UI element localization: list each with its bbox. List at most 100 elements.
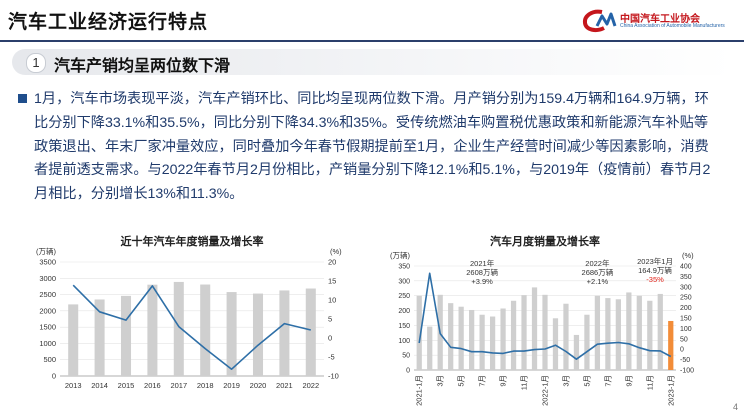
section-title: 汽车产销均呈两位数下滑 [54,58,231,75]
right-axis-tick: 400 [680,264,692,271]
left-axis-tick: 1500 [39,323,56,332]
sales-bar [552,318,559,370]
left-axis-tick: 200 [398,308,410,315]
sales-bar [657,293,663,370]
x-axis-tick: 7月 [478,375,487,387]
annual-sales-chart-svg: 近十年汽车年度销量及增长率 (万辆) (%) 0 500 1000 1500 2000 2500… [36,234,342,390]
growth-rate-line [418,272,672,360]
sales-bar [594,295,601,370]
sales-bar [469,309,475,370]
sales-bar [510,300,517,370]
x-axis-tick: 2023-1月 [666,375,675,406]
left-axis-tick: 3000 [39,274,56,283]
right-axis-tick: 5 [328,315,332,324]
sales-bar [584,314,590,370]
right-axis-tick: 300 [680,284,692,291]
bullet-square [18,94,27,103]
x-axis-tick: 5月 [457,375,466,387]
sales-bar [279,290,290,376]
sales-bar [173,281,184,376]
x-axis-tick: 2020 [250,381,267,390]
header-divider [0,40,744,42]
x-axis-tick: 3月 [561,375,570,387]
right-axis-tick: -50 [680,357,690,364]
right-axis-tick: -10 [328,372,339,381]
left-axis-tick: 350 [398,264,410,271]
x-axis-tick: 2022 [302,381,319,390]
right-axis-tick: 10 [328,296,336,305]
annual-sales-chart: 近十年汽车年度销量及增长率 (万辆) (%) 0 500 1000 1500 2000 2500… [18,230,362,406]
sales-bar [636,295,642,370]
logo-subtitle: China Association of Automobile Manufact… [620,23,725,29]
left-axis-tick: 150 [398,323,410,330]
sales-bar [252,293,264,376]
monthly-sales-chart-svg: 汽车月度销量及增长率 (万辆) (%) 0 50 100 150 200 250 300 350 -1… [390,234,694,406]
sales-bar [647,300,653,370]
chart-title: 汽车月度销量及增长率 [490,234,600,248]
sales-bar [94,299,105,376]
x-axis-tick: 2021 [276,381,293,390]
x-axis-tick: 2018 [197,381,214,390]
left-axis-tick: 1000 [39,339,56,348]
sales-bar [605,298,611,370]
sales-bar [147,284,158,376]
section-number: 1 [26,53,46,73]
logo-name: 中国汽车工业协会 [620,14,700,25]
sales-bar [200,284,211,376]
highlight-bar [668,320,674,370]
section-heading: 1 汽车产销均呈两位数下滑 [12,49,734,75]
annotation-text: -35% [646,275,664,284]
x-axis-tick: 5月 [582,375,591,387]
sales-bar [226,292,237,376]
annotation-text: 2608万辆 [466,267,498,277]
body-text: 1月，汽车市场表现平淡，汽车产销环比、同比均呈现两位数下滑。月产销分别为159.… [34,91,711,203]
left-axis-tick: 0 [406,368,410,375]
header-bar: 汽车工业经济运行特点 中国汽车工业协会 China Association of… [0,0,744,42]
left-axis-unit: (万辆) [36,246,56,256]
page-number: 4 [732,402,738,412]
sales-bar [542,294,548,370]
annotation-text: 2686万辆 [582,267,614,277]
sales-bar [416,295,422,370]
sales-bar [458,306,464,370]
left-axis-tick: 3500 [39,258,56,267]
left-axis-tick: 0 [52,372,56,381]
annotation-text: +2.1% [587,277,609,286]
sales-bar [305,288,316,376]
x-axis-tick: 7月 [603,375,612,387]
x-axis-tick: 2016 [144,381,161,390]
x-axis-tick: 2017 [170,381,187,390]
right-axis-tick: 50 [680,336,688,343]
caam-logo-icon [582,9,617,33]
sales-bar [531,287,538,370]
x-axis-tick: 9月 [499,375,508,387]
right-axis-unit: (%) [330,247,342,256]
right-axis-tick: 150 [680,316,692,323]
sales-bar [615,299,621,370]
right-axis-tick: 20 [328,258,336,267]
monthly-sales-chart: 汽车月度销量及增长率 (万辆) (%) 0 50 100 150 200 250 300 350 -1… [378,230,722,416]
right-axis-tick: 15 [328,277,336,286]
sales-bar [68,304,79,376]
right-axis-tick: 0 [680,347,684,354]
right-axis-tick: -100 [680,368,694,375]
right-axis-unit: (%) [682,251,694,260]
body-paragraph: 1月，汽车市场表现平淡，汽车产销环比、同比均呈现两位数下滑。月产销分别为159.… [18,88,720,207]
sales-bar [427,326,433,370]
sales-bar [500,308,506,370]
right-axis-tick: 100 [680,326,692,333]
sales-bar [626,292,632,370]
sales-bar [120,295,132,376]
sales-bar [521,295,527,370]
right-axis-tick: -5 [328,353,335,362]
left-axis-tick: 250 [398,293,410,300]
page-title: 汽车工业经济运行特点 [8,12,209,33]
right-axis-tick: 350 [680,274,692,281]
x-axis-tick: 11月 [520,375,529,390]
annotation-text: +3.9% [471,277,493,286]
sales-bar [573,334,580,370]
x-axis-tick: 2019 [223,381,240,390]
annotation-text: 2023年1月 [637,256,673,266]
left-axis-tick: 50 [402,353,410,360]
sales-bar [563,303,569,370]
